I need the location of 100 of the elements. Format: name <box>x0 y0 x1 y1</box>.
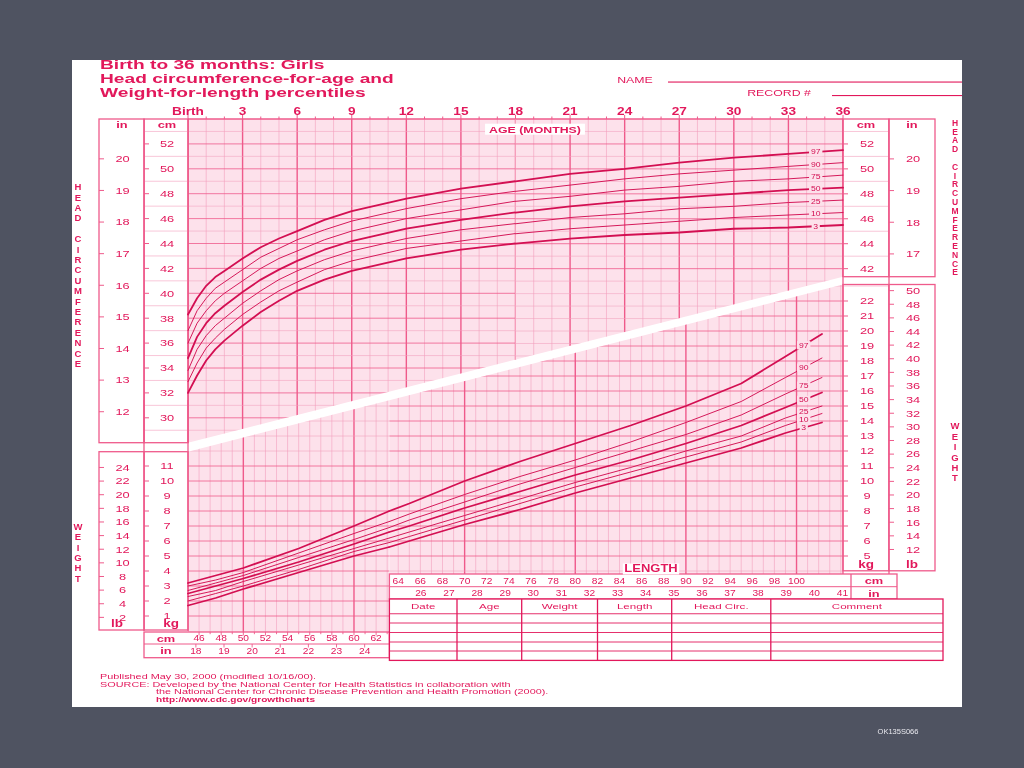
y-tick-label: 22 <box>859 295 875 307</box>
text: in <box>868 588 880 599</box>
y-axis-title: cm <box>856 119 876 131</box>
y2-tick-label: 12 <box>115 406 130 417</box>
y-tick-label: 8 <box>863 505 871 517</box>
y-tick-label: 12 <box>859 445 875 457</box>
x-tick-label: 36 <box>835 105 851 118</box>
y2-tick-label: 20 <box>115 489 130 500</box>
y2-axis-title: in <box>116 119 128 131</box>
y-tick-label: 9 <box>163 490 171 502</box>
y2-tick-label: 22 <box>115 476 130 487</box>
y-tick-label: 20 <box>859 325 875 337</box>
y2-tick-label: 4 <box>118 598 127 609</box>
y2-tick-label: 36 <box>905 380 921 392</box>
y-tick-label: 52 <box>859 138 875 149</box>
text: WEIGHT <box>73 521 83 584</box>
x-tick-label: 3 <box>238 105 247 118</box>
y2-tick-label: 20 <box>115 153 130 164</box>
y2-tick-label: 22 <box>905 476 921 487</box>
y2-tick-label: 14 <box>115 530 130 541</box>
y2-tick-label: 19 <box>115 185 130 196</box>
y-tick-label: 46 <box>859 213 875 224</box>
y-tick-label: 50 <box>159 163 175 174</box>
y-tick-label: 7 <box>863 520 871 532</box>
text: RECORD # <box>747 87 811 98</box>
y-tick-label: 9 <box>863 490 871 502</box>
y2-tick-label: 18 <box>115 217 130 228</box>
y2-tick-label: 12 <box>905 544 921 555</box>
y2-tick-label: 24 <box>115 462 130 473</box>
y2-tick-label: 15 <box>115 311 130 322</box>
y2-tick-label: 6 <box>118 585 127 596</box>
y2-tick-label: 19 <box>905 185 921 196</box>
text: WEIGHT <box>950 420 960 484</box>
y-tick-label: 18 <box>859 355 875 367</box>
y-tick-label: 42 <box>859 263 875 274</box>
y2-tick-label: 32 <box>905 408 921 419</box>
y-tick-label: 6 <box>163 535 171 547</box>
x-tick-label: 6 <box>293 105 302 118</box>
y-tick-label: 2 <box>163 595 171 607</box>
y2-tick-label: 14 <box>905 530 921 541</box>
y-tick-label: 34 <box>159 362 175 374</box>
y-tick-label: 17 <box>859 370 875 382</box>
y-tick-label: 44 <box>859 238 875 249</box>
y-tick-label: 15 <box>859 400 875 412</box>
y2-axis-title: in <box>906 119 918 131</box>
y2-tick-label: 38 <box>905 367 921 378</box>
y2-tick-label: 17 <box>115 248 130 259</box>
y-tick-label: 38 <box>159 313 175 324</box>
x-axis-title: AGE (MONTHS) <box>489 124 582 135</box>
text: HEAD CIRCUMFERENCE <box>74 181 82 369</box>
y-tick-label: 50 <box>859 163 875 174</box>
x-tick-label: 15 <box>453 105 469 118</box>
y2-tick-label: 16 <box>115 516 130 528</box>
y2-tick-label: 14 <box>115 343 130 354</box>
y2-tick-label: 48 <box>905 299 921 310</box>
y2-tick-label: 34 <box>905 394 921 405</box>
y-tick-label: 4 <box>163 565 171 577</box>
y-tick-label: 10 <box>159 475 175 487</box>
y-tick-label: 21 <box>859 310 875 322</box>
y-tick-label: 11 <box>160 460 174 472</box>
chart-title: Birth to 36 months: Girls <box>100 57 325 73</box>
y-tick-label: 16 <box>859 385 875 397</box>
text: cm <box>864 575 884 586</box>
y2-tick-label: 30 <box>905 421 921 432</box>
y2-tick-label: 28 <box>905 435 921 446</box>
y2-tick-label: 13 <box>115 375 130 386</box>
y-tick-label: 42 <box>159 263 175 274</box>
y-tick-label: 48 <box>859 188 875 199</box>
y2-tick-label: 24 <box>905 462 921 473</box>
y-tick-label: 5 <box>163 550 171 562</box>
y-tick-label: 19 <box>859 340 875 352</box>
x-tick-label: 27 <box>671 105 688 118</box>
y2-tick-label: 18 <box>905 217 921 228</box>
y2-tick-label: 16 <box>115 280 130 291</box>
y2-tick-label: 18 <box>115 503 130 514</box>
x-tick-label: Birth <box>172 105 204 118</box>
y-tick-label: 30 <box>159 412 175 423</box>
x-tick-label: 30 <box>726 105 742 118</box>
text: cm <box>156 633 176 644</box>
y-tick-label: 36 <box>159 338 175 349</box>
y2-tick-label: 26 <box>905 449 921 460</box>
y-tick-label: 46 <box>159 213 175 224</box>
x-tick-label: 9 <box>347 105 356 118</box>
x-tick-label: 18 <box>507 105 524 118</box>
y-tick-label: 44 <box>159 238 175 249</box>
y2-tick-label: 44 <box>905 326 921 337</box>
y2-axis-title: lb <box>111 618 123 630</box>
text: in <box>160 645 172 657</box>
y-tick-label: 32 <box>159 387 175 398</box>
y2-tick-label: 16 <box>905 517 921 528</box>
y2-tick-label: 20 <box>905 489 921 501</box>
text: NAME <box>617 74 653 85</box>
x-tick-label: 21 <box>562 105 578 118</box>
y-tick-label: 11 <box>860 460 874 472</box>
x-tick-label: 12 <box>398 105 415 118</box>
y2-tick-label: 20 <box>905 153 921 164</box>
y-tick-label: 10 <box>859 475 875 487</box>
y-tick-label: 52 <box>159 138 175 149</box>
y-tick-label: 6 <box>863 535 871 547</box>
y-tick-label: 13 <box>859 430 875 442</box>
